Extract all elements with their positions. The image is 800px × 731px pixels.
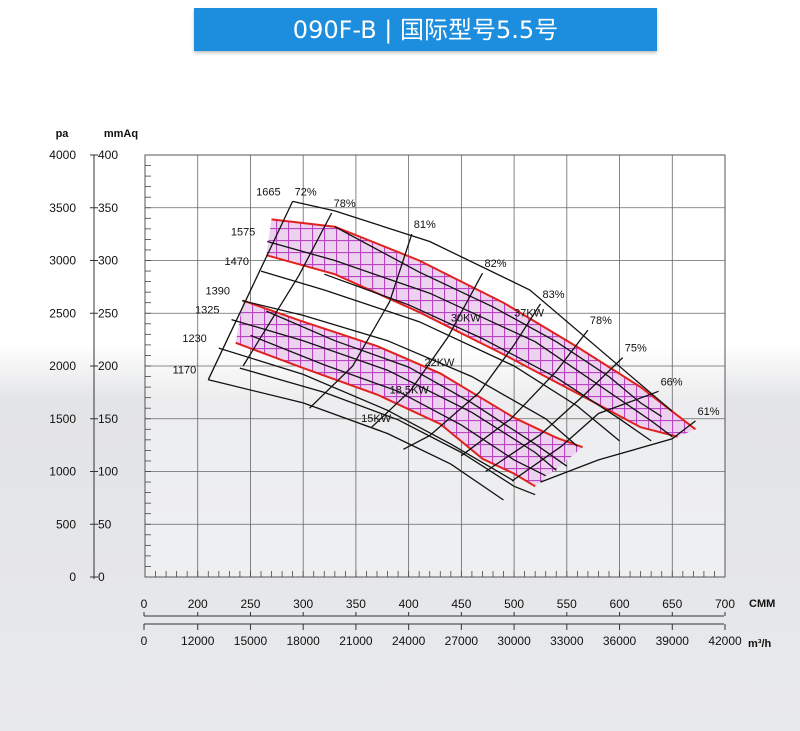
power-line-15KW — [239, 367, 536, 496]
efficiency-label-3: 81% — [414, 219, 436, 231]
efficiency-label-6: 78% — [590, 315, 612, 327]
y-axis-label-mmaq: mmAq — [104, 128, 138, 140]
power-label-30KW: 30KW — [451, 313, 482, 325]
x-tick-label-m3h: 21000 — [339, 634, 373, 648]
efficiency-label-9: 61% — [697, 406, 719, 418]
y-tick-label-mmaq: 300 — [98, 254, 118, 268]
speed-curve-1390 — [241, 299, 578, 447]
power-label-22KW: 22KW — [424, 357, 455, 369]
x-tick-label-cmm: 500 — [504, 597, 524, 611]
efficiency-label-1: 72% — [295, 186, 317, 198]
y-tick-label-mmaq: 0 — [98, 570, 105, 584]
speed-curve-1325 — [231, 318, 557, 471]
x-tick-label-m3h: 12000 — [181, 634, 215, 648]
x-tick-label-cmm: 400 — [399, 597, 419, 611]
y-tick-label-pa: 3000 — [49, 254, 76, 268]
speed-curve-1575 — [267, 240, 673, 438]
power-label-37KW: 37KW — [514, 307, 545, 319]
rpm-label-1325: 1325 — [195, 305, 219, 317]
x-axis-label-m3h: m³/h — [748, 638, 772, 650]
efficiency-label-7: 75% — [625, 343, 647, 355]
efficiency-label-5: 83% — [542, 289, 564, 301]
x-tick-label-cmm: 200 — [188, 597, 208, 611]
speed-curve-1230 — [218, 347, 515, 482]
y-tick-label-mmaq: 250 — [98, 306, 118, 320]
x-tick-label-cmm: 600 — [610, 597, 630, 611]
performance-curves — [207, 200, 696, 501]
efficiency-line-3 — [309, 233, 413, 409]
band-lower-line-1 — [266, 254, 678, 438]
x-tick-label-m3h: 36000 — [603, 634, 637, 648]
power-label-15KW: 15KW — [361, 413, 392, 425]
speed-curve-1470 — [260, 270, 620, 442]
rpm-label-1575: 1575 — [231, 227, 255, 239]
x-tick-label-cmm: 0 — [141, 597, 148, 611]
efficiency-line-8 — [511, 390, 659, 482]
curve-labels: 1665 1575 1470 1390 1325 1230 1170 72% 78% 81% 82%… — [173, 186, 720, 424]
x-tick-label-cmm: 550 — [557, 597, 577, 611]
y-tick-label-pa: 1500 — [49, 412, 76, 426]
efficiency-label-2: 78% — [334, 198, 356, 210]
y-tick-label-pa: 4000 — [49, 148, 76, 162]
rpm-label-1230: 1230 — [182, 333, 206, 345]
model-title-banner: 090F-B | 国际型号5.5号 — [194, 8, 657, 51]
y-tick-label-mmaq: 100 — [98, 465, 118, 479]
efficiency-label-4: 82% — [484, 258, 506, 270]
x-tick-label-m3h: 27000 — [445, 634, 479, 648]
efficiency-line-1 — [207, 201, 294, 380]
x-tick-label-m3h: 39000 — [656, 634, 690, 648]
y-tick-label-pa: 1000 — [49, 465, 76, 479]
x-tick-label-cmm: 700 — [715, 597, 735, 611]
x-tick-label-m3h: 30000 — [497, 634, 531, 648]
rpm-label-1170: 1170 — [173, 365, 197, 377]
y-tick-label-mmaq: 150 — [98, 412, 118, 426]
x-tick-label-cmm: 250 — [240, 597, 260, 611]
efficiency-line-5 — [403, 303, 542, 450]
power-line-22KW — [266, 310, 568, 467]
speed-curve-1665 — [292, 200, 673, 412]
x-axis-label-cmm: CMM — [749, 598, 775, 610]
efficiency-line-7 — [485, 357, 624, 473]
y-tick-label-pa: 2500 — [49, 306, 76, 320]
x-tick-label-m3h: 0 — [141, 634, 148, 648]
model-title: 090F-B | 国际型号5.5号 — [292, 16, 559, 44]
x-tick-label-m3h: 24000 — [392, 634, 426, 648]
power-line-18.5KW — [250, 334, 546, 477]
efficiency-line-2 — [242, 212, 333, 367]
y-tick-label-pa: 0 — [69, 570, 76, 584]
x-tick-label-cmm: 300 — [293, 597, 313, 611]
x-tick-label-m3h: 42000 — [708, 634, 742, 648]
band-lower-line-2 — [235, 341, 536, 488]
efficiency-line-4 — [371, 272, 484, 428]
y-tick-label-pa: 2000 — [49, 359, 76, 373]
y-tick-label-mmaq: 200 — [98, 359, 118, 373]
speed-curve-1170 — [208, 379, 504, 501]
power-label-18.5KW: 18.5KW — [390, 384, 430, 396]
y-tick-label-pa: 500 — [56, 517, 76, 531]
y-axis-label-pa: pa — [56, 128, 70, 140]
y-tick-label-mmaq: 50 — [98, 517, 112, 531]
efficiency-label-8: 66% — [661, 376, 683, 388]
x-tick-label-cmm: 450 — [451, 597, 471, 611]
rpm-label-1470: 1470 — [225, 256, 249, 268]
band-upper-line-2 — [242, 299, 583, 449]
power-line-37KW — [334, 226, 663, 418]
x-tick-label-m3h: 15000 — [234, 634, 268, 648]
x-tick-label-m3h: 18000 — [286, 634, 320, 648]
efficiency-line-6 — [461, 329, 589, 457]
x-tick-label-m3h: 33000 — [550, 634, 584, 648]
y-tick-label-pa: 3500 — [49, 201, 76, 215]
rpm-label-1665: 1665 — [256, 186, 280, 198]
efficiency-line-9 — [540, 420, 696, 483]
y-tick-label-mmaq: 400 — [98, 148, 118, 162]
power-line-30KW — [324, 273, 652, 442]
rpm-label-1390: 1390 — [206, 286, 230, 298]
x-tick-label-cmm: 650 — [662, 597, 682, 611]
x-tick-label-cmm: 350 — [346, 597, 366, 611]
y-tick-label-mmaq: 350 — [98, 201, 118, 215]
